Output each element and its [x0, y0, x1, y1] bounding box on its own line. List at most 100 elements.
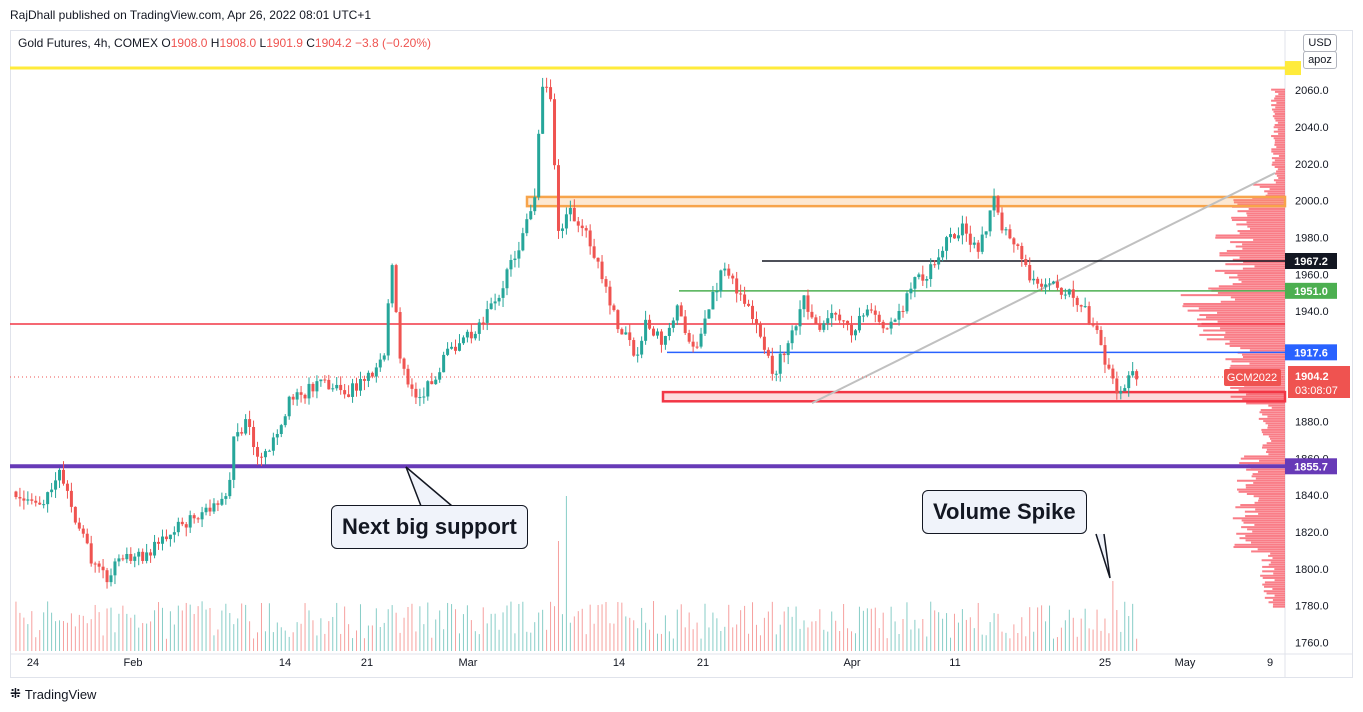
profile-bar: [1264, 585, 1285, 588]
scale-button[interactable]: apoz: [1303, 51, 1337, 69]
candle-body: [1111, 368, 1115, 379]
candle-body: [398, 312, 402, 359]
candle-body: [1083, 306, 1087, 308]
candle-body: [648, 319, 652, 329]
candle-body: [691, 341, 695, 347]
profile-bar: [1233, 199, 1285, 202]
candle-body: [382, 355, 386, 360]
price-tick-label: 1940.0: [1295, 306, 1329, 318]
profile-bar: [1249, 362, 1285, 365]
candle-body: [687, 333, 691, 342]
profile-bar: [1243, 261, 1285, 264]
candle-body: [204, 507, 208, 513]
candle-body: [640, 340, 644, 355]
candle-body: [461, 337, 465, 344]
candle-body: [921, 274, 925, 281]
profile-bar: [1272, 557, 1285, 560]
currency-button[interactable]: USD: [1303, 34, 1337, 52]
profile-bar: [1271, 108, 1285, 111]
profile-bar: [1275, 181, 1285, 184]
price-zone-orange: [525, 195, 1287, 208]
candle-body: [469, 331, 473, 339]
candle-body: [1048, 283, 1052, 285]
candle-body: [307, 383, 311, 399]
profile-bar: [1239, 537, 1285, 540]
chart-frame[interactable]: [10, 30, 1353, 678]
footer-brand[interactable]: TradingView: [24, 686, 97, 702]
profile-bar: [1271, 104, 1285, 107]
candle-body: [477, 322, 481, 334]
axes: 1760.01780.01800.01820.01840.01860.01880…: [27, 61, 1350, 669]
candle-body: [58, 469, 62, 481]
candle-body: [877, 314, 881, 322]
candle-body: [497, 297, 501, 302]
candle-body: [929, 264, 933, 279]
time-tick-label: 11: [949, 657, 960, 669]
profile-bar: [1273, 137, 1285, 140]
candle-body: [77, 522, 81, 529]
levels: [10, 66, 1285, 469]
profile-bar: [1245, 539, 1285, 542]
profile-bar: [1229, 276, 1285, 279]
profile-bar: [1274, 568, 1285, 571]
candle-body: [751, 305, 755, 320]
candle-body: [699, 333, 703, 347]
candle-body: [343, 390, 347, 395]
profile-bar: [1240, 347, 1285, 350]
profile-bar: [1270, 561, 1285, 564]
instrument-legend: Gold Futures, 4h, COMEX O1908.0 H1908.0 …: [18, 36, 431, 50]
profile-bar: [1247, 214, 1285, 217]
profile-bar: [1235, 506, 1285, 509]
profile-bar: [1266, 451, 1285, 454]
candle-body: [216, 503, 220, 505]
candle-body: [830, 312, 834, 319]
candle-body: [311, 383, 315, 392]
candle-body: [26, 499, 30, 501]
profile-bar: [1260, 574, 1285, 577]
profile-bar: [1229, 344, 1285, 347]
profile-bar: [1274, 112, 1285, 115]
price-tick-label: 2060.0: [1295, 85, 1329, 97]
candle-body: [632, 340, 636, 356]
grid: [10, 31, 1352, 678]
candle-body: [553, 99, 557, 166]
high-label: H: [210, 36, 220, 50]
profile-bar: [1242, 356, 1285, 359]
profile-bar: [1251, 475, 1285, 478]
candle-body: [259, 456, 263, 458]
candle-body: [580, 225, 584, 229]
candle-body: [46, 492, 50, 505]
support-callout-pointer: [405, 466, 453, 507]
candle-body: [616, 310, 620, 330]
profile-bar: [1220, 327, 1285, 330]
candle-body: [517, 250, 521, 259]
candle-body: [529, 211, 533, 220]
profile-bar: [1268, 404, 1285, 407]
profile-bar: [1273, 126, 1285, 129]
profile-bar: [1277, 128, 1285, 131]
profile-bar: [1261, 559, 1285, 562]
profile-bar: [1236, 223, 1285, 226]
price-tick-label: 1780.0: [1295, 601, 1329, 613]
profile-bar: [1277, 121, 1285, 124]
profile-bar: [1262, 583, 1285, 586]
profile-bar: [1272, 115, 1285, 118]
profile-bar: [1266, 448, 1285, 451]
profile-bar: [1271, 157, 1285, 160]
profile-bar: [1274, 90, 1285, 93]
candle-body: [125, 553, 129, 560]
profile-bar: [1232, 258, 1285, 261]
candle-body: [663, 335, 667, 345]
candle-body: [121, 558, 125, 560]
profile-bar: [1239, 462, 1285, 465]
profile-bar: [1236, 479, 1285, 482]
candle-body: [418, 397, 422, 399]
countdown-label: 03:08:07: [1295, 385, 1338, 397]
candle-body: [279, 425, 283, 434]
profile-bar: [1274, 117, 1285, 120]
candle-body: [893, 319, 897, 322]
candle-body: [160, 536, 164, 544]
candle-body: [941, 250, 945, 258]
candle-body: [865, 309, 869, 316]
